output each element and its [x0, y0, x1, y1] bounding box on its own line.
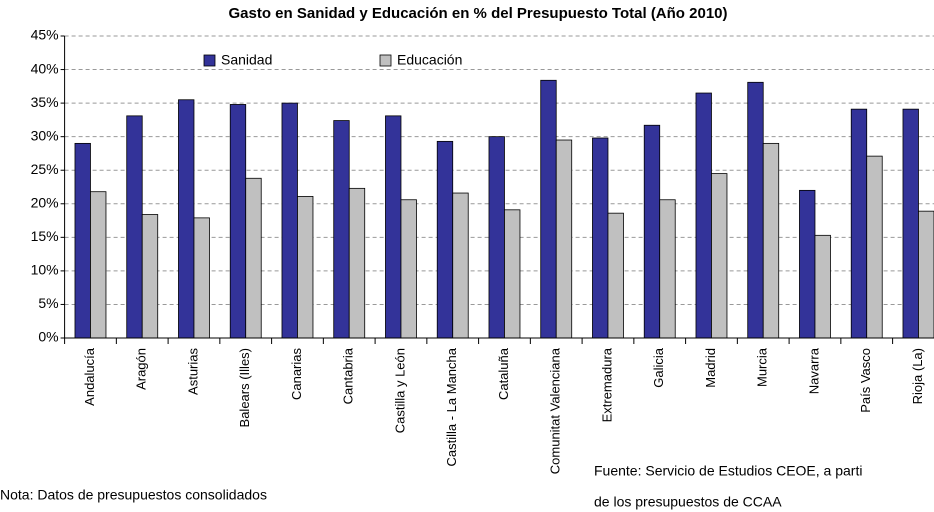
bar [452, 192, 469, 339]
y-tick-label: 0% [38, 329, 58, 345]
y-tick-label: 30% [31, 127, 59, 143]
bar [555, 139, 573, 339]
bar [281, 102, 298, 339]
chart-title: Gasto en Sanidad y Educación en % del Pr… [229, 5, 728, 22]
legend-label: Sanidad [221, 52, 272, 68]
y-tick-label: 10% [31, 262, 59, 278]
x-tick-label: Castilla - La Mancha [444, 347, 459, 466]
x-tick-label: Asturias [185, 348, 200, 395]
bar [229, 104, 247, 339]
bar [799, 189, 816, 339]
bar [814, 234, 831, 339]
bar [245, 177, 262, 339]
bar [762, 142, 780, 339]
bar [850, 108, 868, 339]
y-tick-label: 25% [31, 161, 59, 177]
bar [918, 210, 934, 339]
bar [333, 120, 350, 339]
bar [90, 191, 107, 339]
x-tick-label: Extremadura [599, 347, 614, 422]
bar [193, 217, 210, 339]
bar [659, 199, 676, 339]
x-tick-label: País Vasco [858, 348, 873, 413]
y-tick-label: 15% [31, 228, 59, 244]
bar [711, 173, 728, 339]
bar [902, 108, 919, 339]
bar [348, 187, 366, 339]
bar [747, 81, 764, 339]
y-tick-label: 20% [31, 194, 59, 210]
bar [400, 199, 417, 339]
legend-label: Educación [397, 52, 462, 68]
bar [436, 140, 454, 339]
x-tick-label: Rioja (La) [910, 348, 925, 404]
bar [643, 124, 661, 339]
legend-swatch [379, 54, 392, 67]
x-tick-label: Cataluña [496, 347, 511, 400]
source: Fuente: Servicio de Estudios CEOE, a par… [594, 463, 862, 479]
bar [178, 99, 195, 339]
bar [695, 92, 712, 339]
bar [74, 142, 91, 339]
x-tick-label: Navarra [806, 347, 821, 394]
bar [297, 195, 314, 339]
x-tick-label: Balears (Illes) [237, 348, 252, 427]
x-tick-label: Castilla y León [392, 348, 407, 433]
x-tick-label: Madrid [703, 348, 718, 388]
bar [488, 136, 505, 339]
x-tick-label: Aragón [134, 348, 149, 390]
x-tick-label: Andalucía [82, 347, 97, 406]
bar [866, 155, 883, 339]
x-tick-label: Murcia [755, 347, 770, 387]
bar [141, 214, 159, 339]
bar [385, 115, 402, 339]
y-tick-label: 45% [31, 27, 59, 43]
x-tick-label: Comunitat Valenciana [548, 347, 563, 474]
y-tick-label: 40% [31, 60, 59, 76]
bar [592, 137, 609, 339]
x-tick-label: Cantabria [341, 347, 356, 404]
bar [607, 212, 624, 339]
y-tick-label: 5% [38, 295, 58, 311]
x-tick-label: Galicia [651, 347, 666, 388]
legend-swatch [203, 54, 216, 67]
note: Nota: Datos de presupuestos consolidados [0, 487, 267, 503]
x-tick-label: Canarias [289, 348, 304, 401]
source: de los presupuestos de CCAA [594, 494, 782, 510]
bar [126, 115, 143, 339]
bar [504, 209, 521, 339]
y-tick-label: 35% [31, 94, 59, 110]
bar [540, 79, 557, 339]
